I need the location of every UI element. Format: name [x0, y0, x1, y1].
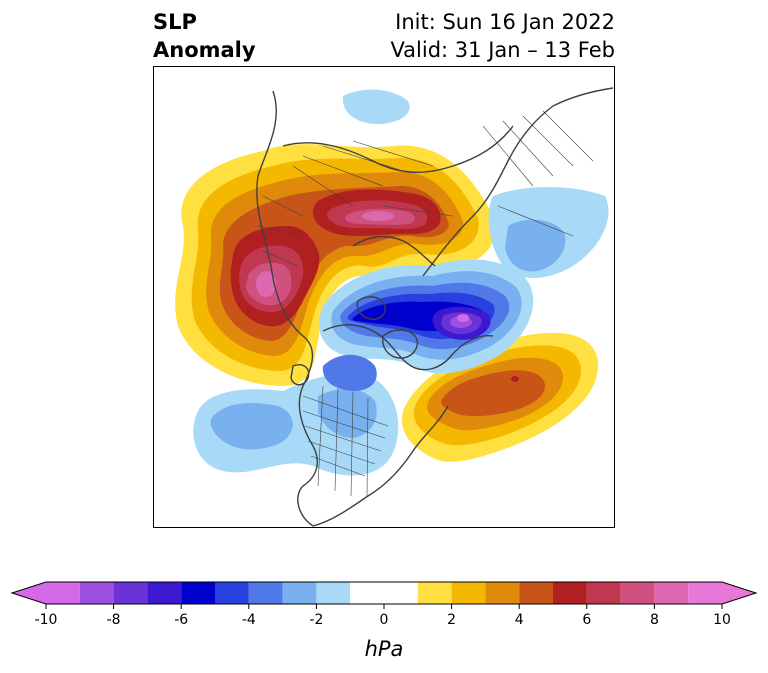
- negative-anomaly-arctic: [319, 259, 534, 374]
- colorbar-segment: [147, 582, 182, 604]
- colorbar-segment: [113, 582, 148, 604]
- colorbar-tick-label: -8: [107, 612, 121, 628]
- chart-title: SLP Anomaly: [153, 8, 256, 64]
- coastlines: [256, 87, 614, 527]
- colorbar-segment: [350, 582, 384, 604]
- colorbar-segment: [417, 582, 452, 604]
- colorbar-segment: [586, 582, 621, 604]
- map-frame: [153, 66, 615, 528]
- chart-dates: Init: Sun 16 Jan 2022 Valid: 31 Jan – 13…: [390, 8, 615, 64]
- colorbar-tick-label: 0: [380, 612, 389, 628]
- colorbar-segment: [485, 582, 520, 604]
- colorbar-tick-label: -10: [35, 612, 58, 628]
- colorbar-tick-label: -6: [174, 612, 188, 628]
- colorbar-segment: [12, 582, 46, 604]
- colorbar-segment: [722, 582, 756, 604]
- slp-anomaly-map: [153, 66, 615, 528]
- colorbar-tick-label: -4: [242, 612, 256, 628]
- colorbar-tick-label: -2: [309, 612, 323, 628]
- colorbar-segment: [451, 582, 486, 604]
- colorbar-segment: [282, 582, 317, 604]
- positive-anomaly-eurasia: [175, 144, 495, 386]
- colorbar-segment: [688, 582, 722, 604]
- colorbar-tick-label: 10: [713, 612, 731, 628]
- title-type: Anomaly: [153, 38, 256, 62]
- colorbar-label: hPa: [365, 637, 404, 661]
- title-variable: SLP: [153, 10, 197, 34]
- colorbar-ticks: -10 -8 -6 -4 -2 0 2 4 6 8 10: [35, 604, 731, 628]
- colorbar-segments: [10, 581, 758, 605]
- colorbar-segment: [248, 582, 283, 604]
- colorbar-segment: [654, 582, 689, 604]
- colorbar-segment: [519, 582, 553, 604]
- colorbar-segment: [384, 582, 418, 604]
- negative-anomaly-asia: [342, 89, 609, 278]
- colorbar-tick-label: 6: [582, 612, 591, 628]
- negative-anomaly-north-america: [193, 354, 399, 476]
- init-date: Init: Sun 16 Jan 2022: [395, 10, 615, 34]
- colorbar-tick-label: 2: [447, 612, 456, 628]
- colorbar-tick-label: 4: [515, 612, 524, 628]
- colorbar-segment: [181, 582, 215, 604]
- colorbar-segment: [553, 582, 587, 604]
- colorbar: -10 -8 -6 -4 -2 0 2 4 6 8 10 hPa: [10, 581, 758, 661]
- colorbar-segment: [316, 582, 351, 604]
- valid-period: Valid: 31 Jan – 13 Feb: [390, 38, 615, 62]
- colorbar-segment: [215, 582, 249, 604]
- colorbar-tick-label: 8: [650, 612, 659, 628]
- country-borders: [257, 110, 594, 497]
- colorbar-segment: [79, 582, 114, 604]
- colorbar-segment: [46, 582, 80, 604]
- colorbar-segment: [620, 582, 655, 604]
